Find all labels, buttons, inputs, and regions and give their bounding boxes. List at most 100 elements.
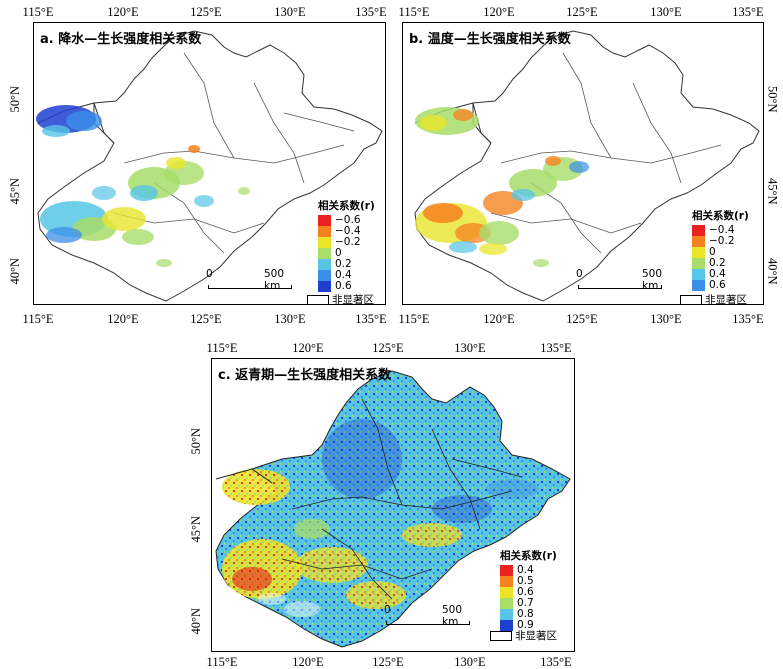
scale-label: 500 km bbox=[642, 268, 663, 292]
legend-item: 0 bbox=[318, 248, 375, 259]
region-outline bbox=[281, 558, 433, 580]
legend-swatch bbox=[692, 225, 705, 236]
legend-label: 0 bbox=[709, 246, 716, 258]
scale-zero: 0 bbox=[576, 268, 583, 280]
lon-tick: 125°E bbox=[190, 5, 222, 19]
legend-swatch bbox=[500, 620, 513, 631]
lon-tick: 135°E bbox=[540, 341, 572, 355]
scale-zero: 0 bbox=[384, 604, 391, 616]
map-frame: a. 降水—生长强度相关系数 bbox=[33, 22, 386, 305]
legend-swatch bbox=[318, 270, 331, 281]
lon-tick: 130°E bbox=[274, 5, 306, 19]
lon-tick: 125°E bbox=[566, 5, 598, 19]
region-outline bbox=[361, 398, 403, 506]
legend-item: 0.8 bbox=[500, 609, 557, 620]
legend-swatch bbox=[500, 609, 513, 620]
scale-line bbox=[578, 285, 662, 289]
lon-tick: 120°E bbox=[292, 655, 324, 669]
legend: 相关系数(r) −0.6 −0.4 −0.2 0 0.2 0.4 0.6 bbox=[318, 198, 375, 292]
legend-swatch bbox=[318, 248, 331, 259]
legend-label: −0.2 bbox=[709, 235, 735, 247]
legend-swatch bbox=[692, 247, 705, 258]
lon-tick: 115°E bbox=[206, 655, 238, 669]
map-canvas bbox=[215, 370, 571, 648]
legend-label: 0.8 bbox=[517, 608, 534, 620]
legend-label: 0.2 bbox=[335, 258, 352, 270]
lat-tick: 40°N bbox=[765, 258, 780, 285]
legend: 相关系数(r) 0.4 0.5 0.6 0.7 0.8 0.9 bbox=[500, 548, 557, 631]
panel-title: a. 降水—生长强度相关系数 bbox=[40, 32, 202, 47]
lon-tick: 115°E bbox=[398, 312, 430, 326]
legend-item: 0.4 bbox=[692, 269, 749, 280]
legend-label: 0.2 bbox=[709, 257, 726, 269]
legend-item: 0.6 bbox=[500, 587, 557, 598]
legend-item: 0.5 bbox=[500, 576, 557, 587]
legend-swatch bbox=[500, 576, 513, 587]
legend-label: −0.4 bbox=[335, 225, 361, 237]
legend-label: 0.9 bbox=[517, 619, 534, 631]
scale-line bbox=[208, 285, 292, 289]
legend-item: −0.4 bbox=[692, 225, 749, 236]
legend-label: 0 bbox=[335, 247, 342, 259]
lon-tick: 130°E bbox=[454, 655, 486, 669]
legend-swatch bbox=[500, 587, 513, 598]
lon-tick: 135°E bbox=[355, 5, 387, 19]
lon-tick: 130°E bbox=[650, 312, 682, 326]
lon-tick: 120°E bbox=[107, 312, 139, 326]
correlation-raster bbox=[36, 105, 250, 267]
scale-label: 500 km bbox=[442, 604, 463, 628]
region-outline bbox=[562, 52, 612, 159]
legend-label: 0.4 bbox=[709, 268, 726, 280]
legend-label: 0.4 bbox=[335, 269, 352, 281]
legend-item: 0.9 bbox=[500, 620, 557, 631]
legend-label: 0.7 bbox=[517, 597, 534, 609]
legend-title: 相关系数(r) bbox=[318, 200, 375, 212]
legend-rows: 0.4 0.5 0.6 0.7 0.8 0.9 bbox=[500, 565, 557, 631]
nonsig-label: 非显著区 bbox=[332, 294, 374, 306]
lon-tick: 115°E bbox=[22, 312, 54, 326]
scale-label: 500 km bbox=[264, 268, 285, 292]
legend-label: 0.6 bbox=[709, 279, 726, 291]
scale-bar: 0 500 km bbox=[206, 268, 292, 292]
legend-item: 0.6 bbox=[692, 280, 749, 291]
legend-swatch bbox=[318, 237, 331, 248]
region-outline bbox=[183, 52, 235, 159]
lat-tick: 45°N bbox=[765, 178, 780, 205]
legend-item: 0 bbox=[692, 247, 749, 258]
lon-tick: 120°E bbox=[483, 5, 515, 19]
lon-tick: 130°E bbox=[274, 312, 306, 326]
nonsig-swatch bbox=[307, 294, 329, 305]
lon-tick: 135°E bbox=[732, 312, 764, 326]
lon-tick: 125°E bbox=[372, 341, 404, 355]
legend-item: 0.4 bbox=[500, 565, 557, 576]
lon-tick: 115°E bbox=[206, 341, 238, 355]
legend-swatch bbox=[692, 269, 705, 280]
lon-tick: 120°E bbox=[483, 312, 515, 326]
region-outline bbox=[215, 468, 273, 484]
legend-swatch bbox=[318, 281, 331, 292]
map-frame: c. 返青期—生长强度相关系数 bbox=[211, 358, 575, 652]
lat-tick: 50°N bbox=[765, 86, 780, 113]
legend-item: 0.2 bbox=[692, 258, 749, 269]
region-outline bbox=[283, 112, 355, 132]
region-outline bbox=[632, 82, 682, 184]
scale-bar: 0 500 km bbox=[576, 268, 663, 292]
scale-bar: 0 500 km bbox=[384, 604, 470, 628]
panel-b: 115°E 120°E 125°E 130°E 135°E 115°E 120°… bbox=[392, 0, 783, 335]
lat-tick: 50°N bbox=[189, 428, 203, 455]
lon-tick: 135°E bbox=[355, 312, 387, 326]
lat-tick: 45°N bbox=[189, 516, 203, 543]
legend-title: 相关系数(r) bbox=[692, 210, 749, 222]
nonsig-legend: 非显著区 bbox=[680, 292, 747, 307]
nonsig-legend: 非显著区 bbox=[490, 628, 557, 643]
legend-swatch bbox=[318, 215, 331, 226]
lon-tick: 115°E bbox=[22, 5, 54, 19]
region-outline bbox=[321, 528, 393, 600]
legend-item: −0.2 bbox=[692, 236, 749, 247]
map-canvas bbox=[36, 30, 383, 302]
lon-tick: 125°E bbox=[190, 312, 222, 326]
lat-tick: 50°N bbox=[8, 86, 22, 113]
correlation-raster bbox=[222, 419, 538, 617]
nonsig-swatch bbox=[680, 294, 702, 305]
nonsig-label: 非显著区 bbox=[515, 630, 557, 642]
